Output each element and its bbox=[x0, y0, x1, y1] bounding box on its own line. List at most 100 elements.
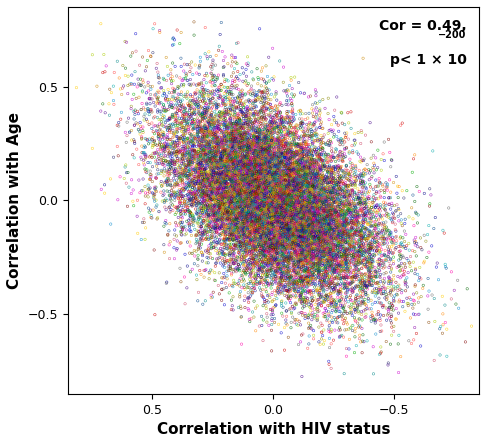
Point bbox=[333, 225, 341, 232]
Point bbox=[290, 250, 298, 258]
Point bbox=[374, 241, 382, 248]
Point bbox=[265, 201, 273, 208]
Point bbox=[396, 285, 404, 293]
Point bbox=[319, 250, 327, 257]
Point bbox=[271, 164, 279, 171]
Point bbox=[177, 100, 185, 107]
Point bbox=[313, 242, 321, 249]
Point bbox=[270, 143, 278, 151]
Point bbox=[333, 274, 341, 281]
Point bbox=[276, 257, 283, 264]
Point bbox=[250, 196, 258, 203]
Point bbox=[212, 169, 220, 176]
Point bbox=[360, 235, 368, 242]
Point bbox=[259, 177, 266, 184]
Point bbox=[257, 193, 265, 200]
Point bbox=[315, 178, 323, 186]
Point bbox=[223, 165, 230, 172]
Point bbox=[262, 302, 270, 309]
Point bbox=[274, 268, 281, 275]
Point bbox=[367, 217, 375, 224]
Point bbox=[375, 230, 382, 237]
Point bbox=[209, 56, 217, 63]
Point bbox=[311, 199, 319, 206]
Point bbox=[301, 248, 309, 255]
Point bbox=[411, 324, 418, 331]
Point bbox=[414, 243, 422, 250]
Point bbox=[312, 186, 319, 194]
Point bbox=[305, 244, 313, 251]
Point bbox=[258, 232, 266, 239]
Point bbox=[180, 169, 188, 176]
Point bbox=[319, 285, 327, 293]
Point bbox=[347, 243, 355, 250]
Point bbox=[184, 144, 192, 151]
Point bbox=[330, 254, 338, 262]
Point bbox=[183, 137, 191, 144]
Point bbox=[284, 151, 292, 158]
Point bbox=[309, 248, 317, 255]
Point bbox=[164, 124, 172, 131]
Point bbox=[358, 265, 366, 272]
Point bbox=[140, 144, 148, 151]
Point bbox=[208, 197, 216, 204]
Point bbox=[195, 137, 203, 144]
Point bbox=[254, 172, 261, 179]
Point bbox=[232, 245, 240, 252]
Point bbox=[139, 129, 147, 136]
Point bbox=[333, 256, 341, 263]
Point bbox=[305, 255, 312, 262]
Point bbox=[293, 234, 301, 242]
Point bbox=[246, 237, 254, 244]
Point bbox=[314, 223, 322, 230]
Point bbox=[372, 330, 380, 337]
Point bbox=[263, 213, 271, 220]
Point bbox=[185, 193, 192, 200]
Point bbox=[224, 214, 231, 221]
Point bbox=[305, 188, 313, 195]
Point bbox=[333, 268, 341, 275]
Point bbox=[274, 261, 282, 268]
Point bbox=[167, 163, 174, 170]
Point bbox=[263, 212, 271, 219]
Point bbox=[387, 278, 395, 285]
Point bbox=[289, 168, 296, 175]
Point bbox=[278, 157, 285, 164]
Point bbox=[228, 221, 236, 228]
Point bbox=[211, 82, 219, 89]
Point bbox=[240, 172, 248, 179]
Point bbox=[341, 207, 349, 214]
Point bbox=[213, 135, 221, 142]
Point bbox=[203, 89, 211, 96]
Point bbox=[220, 126, 228, 133]
Point bbox=[302, 174, 310, 182]
Point bbox=[287, 164, 295, 171]
Point bbox=[163, 178, 171, 186]
Point bbox=[262, 147, 270, 154]
Point bbox=[223, 235, 231, 242]
Point bbox=[283, 187, 291, 194]
Point bbox=[202, 150, 209, 157]
Point bbox=[206, 270, 213, 277]
Point bbox=[279, 182, 287, 189]
Point bbox=[217, 162, 225, 169]
Point bbox=[309, 174, 316, 182]
Point bbox=[287, 164, 295, 171]
Point bbox=[306, 211, 313, 218]
Point bbox=[239, 137, 246, 144]
Point bbox=[336, 197, 344, 204]
Point bbox=[189, 217, 196, 224]
Point bbox=[397, 274, 404, 281]
Point bbox=[282, 218, 290, 225]
Point bbox=[268, 260, 276, 267]
Point bbox=[180, 108, 188, 115]
Point bbox=[262, 176, 270, 183]
Point bbox=[194, 104, 202, 111]
Point bbox=[391, 221, 399, 228]
Point bbox=[227, 171, 235, 178]
Point bbox=[202, 183, 209, 190]
Point bbox=[364, 221, 371, 228]
Point bbox=[338, 310, 346, 317]
Point bbox=[243, 258, 250, 265]
Point bbox=[288, 139, 296, 146]
